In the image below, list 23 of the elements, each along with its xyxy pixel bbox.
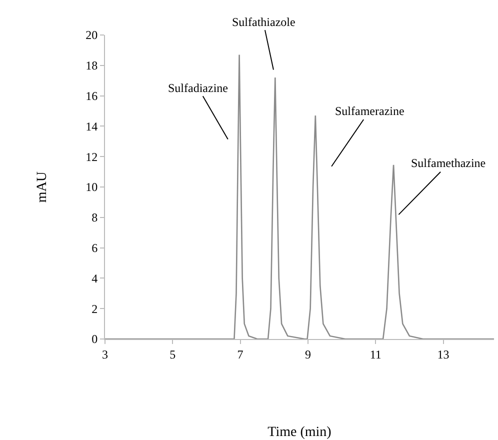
y-axis-title: mAU xyxy=(35,171,50,203)
y-tick-label: 12 xyxy=(86,150,98,164)
y-tick-label: 16 xyxy=(86,89,98,103)
x-tick-label: 7 xyxy=(237,347,244,362)
y-tick-label: 10 xyxy=(86,180,98,194)
x-tick-label: 11 xyxy=(370,347,382,362)
annotation: Sulfamerazine xyxy=(335,104,404,118)
x-tick-label: 5 xyxy=(170,347,176,362)
annotation: Sulfathiazole xyxy=(232,15,296,29)
y-tick-label: 18 xyxy=(86,58,98,73)
x-tick-label: 9 xyxy=(304,347,311,362)
y-tick-label: 0 xyxy=(92,332,98,346)
annotation: Sulfadiazine xyxy=(168,81,228,95)
y-tick-label: 6 xyxy=(92,241,98,255)
x-axis-title: Time (min) xyxy=(268,425,332,440)
x-tick-label: 13 xyxy=(437,347,450,362)
annotation: Sulfamethazine xyxy=(411,156,486,170)
y-tick-label: 20 xyxy=(86,28,98,42)
y-tick-label: 14 xyxy=(86,119,98,134)
y-tick-label: 2 xyxy=(92,302,98,316)
y-tick-label: 4 xyxy=(92,271,98,286)
y-tick-label: 8 xyxy=(92,210,98,225)
x-tick-label: 3 xyxy=(102,347,108,362)
